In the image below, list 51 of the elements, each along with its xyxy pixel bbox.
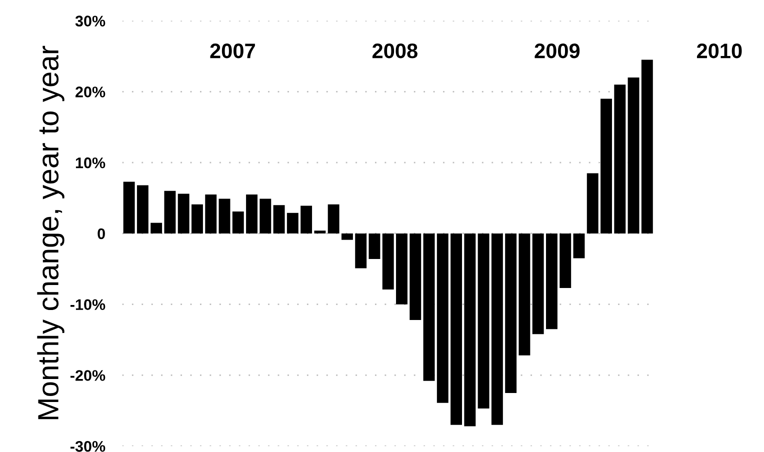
bar — [396, 233, 408, 304]
y-tick-label: -10% — [70, 299, 106, 310]
bar — [600, 98, 612, 234]
bar — [355, 233, 367, 268]
bar — [478, 233, 490, 409]
bar — [436, 233, 448, 403]
y-tick-label: 20% — [76, 86, 106, 98]
y-tick-label: 30% — [75, 16, 106, 26]
annotation: 2007 — [210, 44, 255, 58]
bar — [410, 233, 422, 320]
bar — [286, 212, 298, 234]
bar — [382, 233, 394, 290]
y-axis-title: Monthly change, year to year — [37, 46, 64, 420]
bar — [505, 233, 517, 393]
bar — [641, 60, 653, 234]
bar — [218, 198, 230, 234]
bar — [573, 233, 585, 258]
bar — [560, 233, 572, 288]
bar — [532, 233, 544, 334]
bar — [314, 230, 326, 234]
annotation: 2008 — [372, 44, 418, 58]
annotation: 2009 — [534, 44, 580, 58]
bar — [341, 233, 353, 240]
bar — [423, 233, 435, 381]
bar — [260, 198, 272, 234]
bar — [628, 78, 640, 234]
bar — [273, 205, 285, 234]
text: 2010 — [696, 44, 742, 58]
bar — [150, 222, 162, 234]
bar — [300, 206, 312, 234]
bar — [491, 233, 503, 425]
bar — [205, 194, 217, 234]
bar — [586, 173, 598, 234]
bar — [246, 194, 258, 234]
y-tick-label: -20% — [70, 370, 106, 381]
bar — [518, 233, 530, 356]
bar — [546, 233, 558, 330]
y-tick-label: 10% — [76, 157, 106, 168]
bar — [178, 194, 190, 234]
bar — [614, 84, 626, 234]
bar — [232, 211, 244, 234]
bar — [123, 182, 135, 234]
bar — [328, 204, 340, 234]
bar — [368, 233, 380, 259]
bar — [136, 185, 148, 234]
bar — [450, 233, 462, 425]
y-tick-label: -30% — [70, 440, 106, 452]
bar — [464, 233, 476, 426]
y-tick-label: 0 — [98, 228, 105, 240]
bar — [192, 204, 203, 234]
bar — [164, 190, 176, 234]
